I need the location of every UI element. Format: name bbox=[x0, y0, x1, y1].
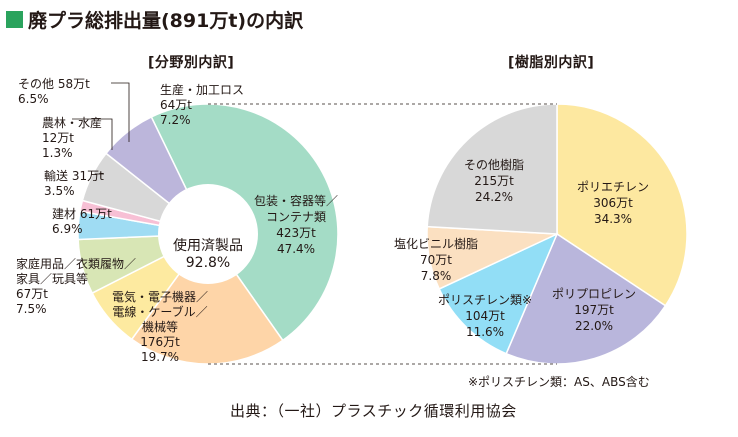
field-slice-label-7: 生産・加工ロス 64万t 7.2% bbox=[160, 82, 244, 127]
resin-slice-label-0: ポリエチレン 306万t 34.3% bbox=[577, 180, 649, 226]
resin-slice-1 bbox=[505, 232, 667, 365]
connector-lines bbox=[72, 82, 557, 365]
resin-slice-label-2: ポリスチレン類※ 104万t 11.6% bbox=[438, 293, 532, 339]
resin-pie bbox=[426, 103, 688, 365]
field-slice-label-4: 輸送 31万t 3.5% bbox=[44, 168, 104, 198]
field-breakdown-subtitle: [分野別内訳] bbox=[148, 55, 235, 71]
center-label: 使用済製品 92.8% bbox=[173, 237, 243, 271]
chart-title-text: 廃プラ総排出量(891万t)の内訳 bbox=[28, 9, 304, 32]
center-hole bbox=[158, 184, 258, 284]
chart-title: 廃プラ総排出量(891万t)の内訳 bbox=[6, 4, 303, 34]
resin-slice-label-4: その他樹脂 215万t 24.2% bbox=[464, 157, 524, 204]
slice-labels: 使用済製品 92.8% 包装・容器等／コンテナ類 423万t 47.4% 電気・電子機器／… bbox=[16, 77, 649, 364]
resin-slice-2 bbox=[438, 232, 559, 355]
title-square-icon bbox=[6, 10, 23, 28]
field-slice-label-5: 農林・水産 12万t 1.3% bbox=[42, 115, 102, 160]
field-slice-1 bbox=[130, 232, 284, 365]
field-slice-label-1: 電気・電子機器／電線・ケーブル／機械等 176万t 19.7% bbox=[112, 289, 208, 364]
resin-slice-label-3: 塩化ビニル樹脂 70万t 7.8% bbox=[394, 236, 478, 283]
resin-slice-4 bbox=[426, 103, 558, 235]
field-slice-label-6: その他 58万t 6.5% bbox=[18, 77, 90, 106]
polystyrene-footnote: ※ポリスチレン類：AS、ABS含む bbox=[468, 375, 650, 389]
field-pie bbox=[77, 103, 339, 365]
resin-slice-label-1: ポリプロピレン 197万t 22.0% bbox=[552, 287, 636, 333]
resin-breakdown-subtitle: [樹脂別内訳] bbox=[508, 55, 595, 71]
other-leader-line bbox=[111, 82, 130, 142]
agriculture-leader-line bbox=[72, 118, 113, 150]
field-slice-label-0: 包装・容器等／コンテナ類 423万t 47.4% bbox=[254, 193, 338, 256]
field-slice-label-3: 建材 61万t 6.9% bbox=[52, 207, 112, 236]
field-slice-label-2: 家庭用品／衣類履物／家具／玩具等 67万t 7.5% bbox=[16, 256, 136, 316]
source-credit: 出典：（一社）プラスチック循環利用協会 bbox=[230, 402, 517, 420]
